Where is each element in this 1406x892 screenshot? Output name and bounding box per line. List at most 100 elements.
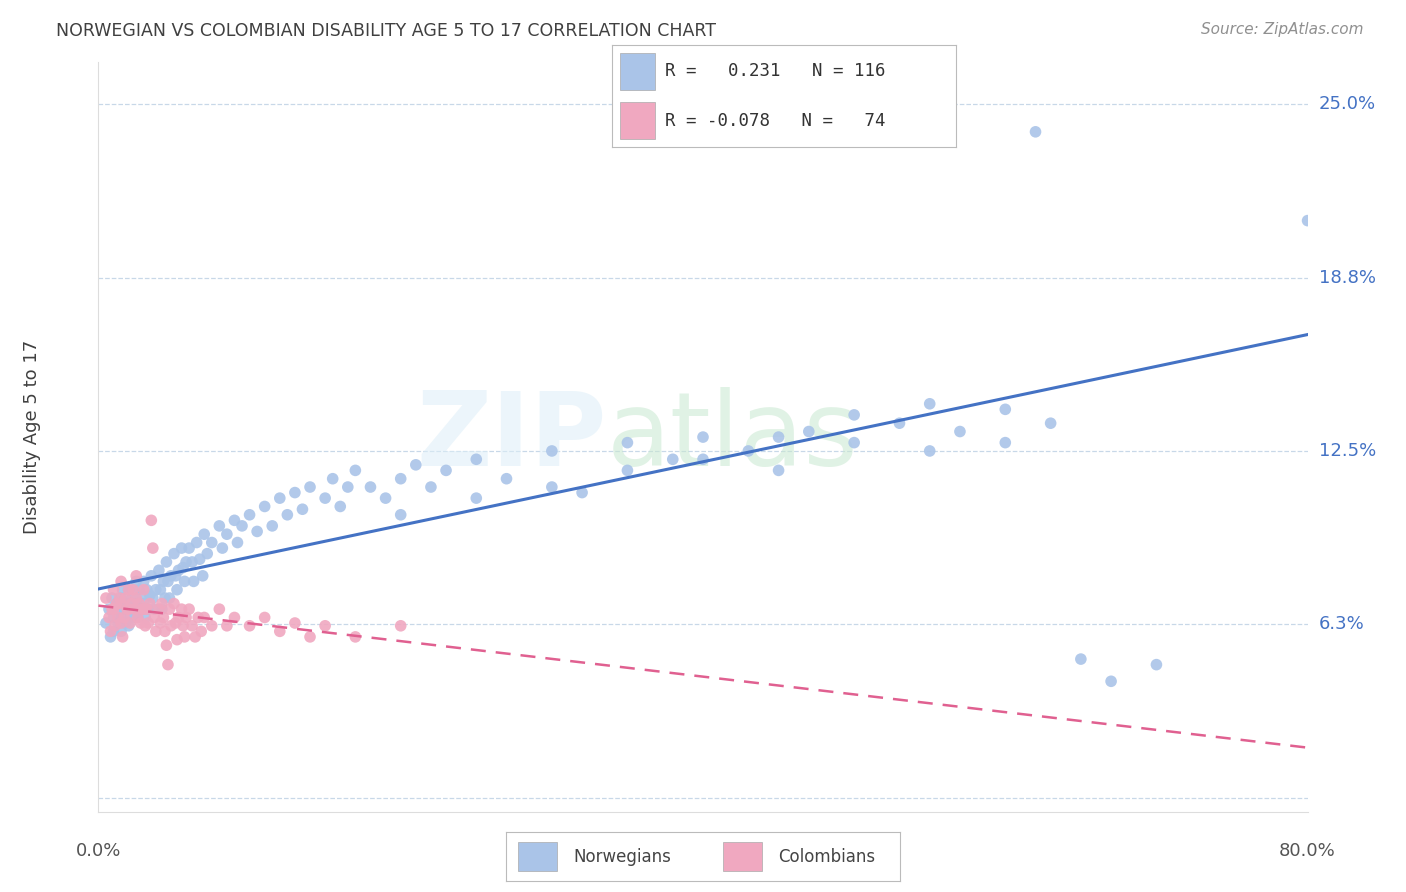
Text: Source: ZipAtlas.com: Source: ZipAtlas.com xyxy=(1201,22,1364,37)
Point xyxy=(844,435,866,450)
Point xyxy=(156,574,179,589)
Point xyxy=(918,397,941,411)
Point xyxy=(110,574,132,589)
Point xyxy=(284,485,307,500)
Point xyxy=(94,591,117,605)
Point xyxy=(208,519,231,533)
Point xyxy=(129,602,152,616)
Point xyxy=(143,602,166,616)
Point xyxy=(149,615,172,630)
Point xyxy=(127,610,149,624)
Point xyxy=(155,638,177,652)
Point xyxy=(118,602,141,616)
Point xyxy=(768,463,790,477)
Point xyxy=(134,619,156,633)
Point xyxy=(135,582,157,597)
Point xyxy=(276,508,298,522)
Point xyxy=(172,560,194,574)
Point xyxy=(177,602,201,616)
Point xyxy=(153,624,176,639)
Point xyxy=(150,602,173,616)
Point xyxy=(389,619,412,633)
Point xyxy=(160,619,183,633)
Point xyxy=(1070,652,1092,666)
FancyBboxPatch shape xyxy=(517,842,557,871)
Point xyxy=(108,602,131,616)
Point xyxy=(103,610,125,624)
Point xyxy=(122,582,145,597)
Point xyxy=(118,582,141,597)
Point xyxy=(107,610,129,624)
Point xyxy=(253,610,276,624)
Point xyxy=(173,574,195,589)
Point xyxy=(153,591,176,605)
Point xyxy=(166,582,188,597)
Point xyxy=(104,619,127,633)
Point xyxy=(155,555,177,569)
Point xyxy=(156,657,179,672)
Point xyxy=(173,630,195,644)
Point xyxy=(110,597,132,611)
Point xyxy=(108,591,131,605)
Point xyxy=(571,485,593,500)
Point xyxy=(121,591,143,605)
Point xyxy=(112,602,135,616)
Point xyxy=(141,569,163,583)
Point xyxy=(269,491,291,505)
Point xyxy=(121,597,143,611)
Point xyxy=(215,619,238,633)
Point xyxy=(661,452,683,467)
Point xyxy=(949,425,972,439)
Point xyxy=(797,425,820,439)
Point xyxy=(226,535,249,549)
Point xyxy=(152,574,174,589)
FancyBboxPatch shape xyxy=(620,102,655,139)
Point xyxy=(159,602,181,616)
Point xyxy=(465,491,488,505)
Point xyxy=(211,541,233,555)
Point xyxy=(105,597,128,611)
Point xyxy=(110,615,132,630)
Point xyxy=(134,610,156,624)
Text: NORWEGIAN VS COLOMBIAN DISABILITY AGE 5 TO 17 CORRELATION CHART: NORWEGIAN VS COLOMBIAN DISABILITY AGE 5 … xyxy=(56,22,716,40)
Point xyxy=(132,582,155,597)
Point xyxy=(120,615,142,630)
Text: 12.5%: 12.5% xyxy=(1319,442,1376,460)
Point xyxy=(128,582,150,597)
Point xyxy=(128,597,150,611)
Point xyxy=(405,458,427,472)
Point xyxy=(118,582,141,597)
Point xyxy=(125,591,148,605)
Point xyxy=(215,527,238,541)
Point xyxy=(142,541,165,555)
Point xyxy=(124,610,146,624)
Point xyxy=(103,624,125,639)
Point xyxy=(129,615,152,630)
Point xyxy=(142,591,165,605)
Point xyxy=(107,615,129,630)
Point xyxy=(1144,657,1167,672)
Point xyxy=(540,480,562,494)
Point xyxy=(269,624,291,639)
Point xyxy=(132,602,155,616)
Point xyxy=(360,480,382,494)
Point xyxy=(224,610,246,624)
Point xyxy=(299,480,322,494)
Point xyxy=(167,610,190,624)
Point xyxy=(889,416,911,430)
Point xyxy=(191,569,214,583)
Text: 25.0%: 25.0% xyxy=(1319,95,1376,113)
Point xyxy=(170,541,193,555)
Point xyxy=(193,610,215,624)
Point xyxy=(115,597,138,611)
Point xyxy=(160,569,183,583)
Point xyxy=(132,597,155,611)
Point xyxy=(98,610,121,624)
Point xyxy=(336,480,359,494)
Point xyxy=(190,624,212,639)
Point xyxy=(540,444,562,458)
Point xyxy=(124,602,146,616)
Point xyxy=(131,588,153,602)
Point xyxy=(322,472,344,486)
Point xyxy=(174,555,197,569)
